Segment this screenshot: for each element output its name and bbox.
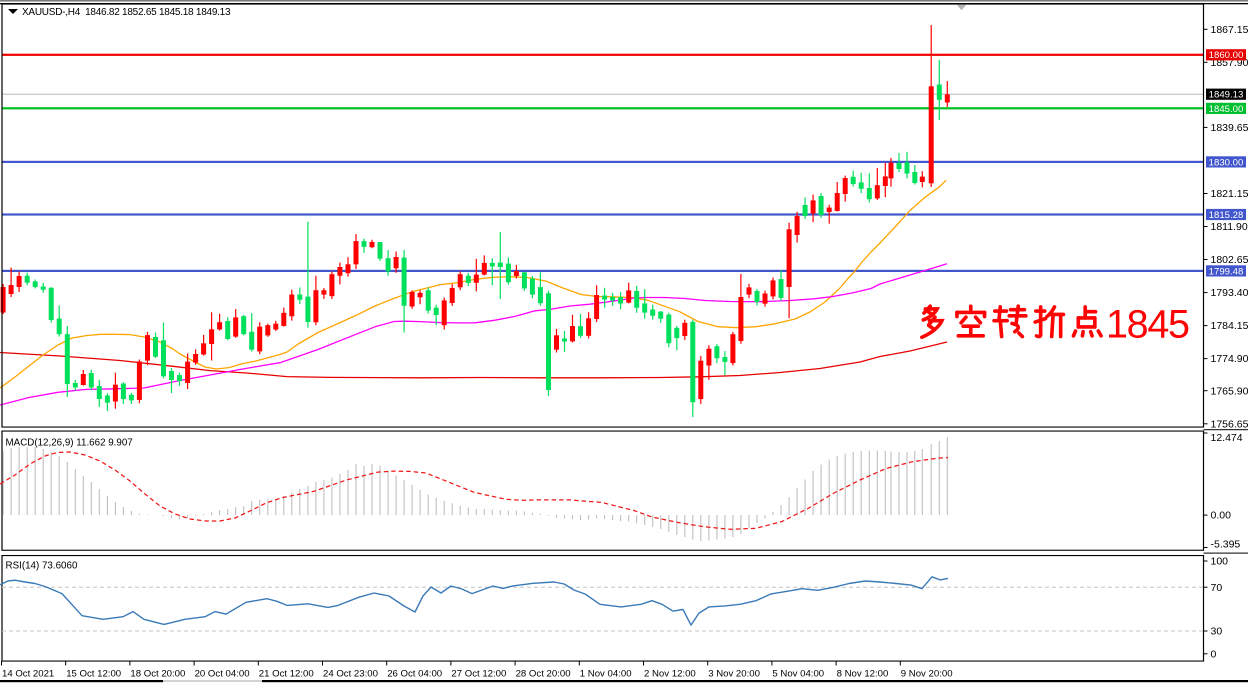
svg-text:RSI(14) 73.6060: RSI(14) 73.6060	[6, 561, 78, 572]
svg-text:1845.00: 1845.00	[1209, 104, 1244, 115]
svg-text:1765.90: 1765.90	[1211, 385, 1248, 397]
svg-text:1756.65: 1756.65	[1211, 418, 1248, 430]
svg-text:27 Oct 12:00: 27 Oct 12:00	[451, 669, 506, 680]
svg-text:1867.15: 1867.15	[1211, 24, 1248, 36]
svg-text:14 Oct 2021: 14 Oct 2021	[2, 669, 54, 680]
svg-text:0.00: 0.00	[1211, 510, 1232, 522]
svg-text:1821.15: 1821.15	[1211, 188, 1248, 200]
svg-text:0: 0	[1211, 648, 1217, 660]
svg-text:100: 100	[1211, 556, 1229, 568]
svg-text:12.474: 12.474	[1211, 432, 1243, 444]
svg-text:1802.65: 1802.65	[1211, 254, 1248, 266]
svg-text:1845: 1845	[1106, 303, 1190, 347]
svg-text:1860.00: 1860.00	[1209, 50, 1244, 61]
svg-text:8 Nov 12:00: 8 Nov 12:00	[837, 669, 889, 680]
svg-text:3 Nov 20:00: 3 Nov 20:00	[708, 669, 760, 680]
svg-text:30: 30	[1211, 626, 1223, 638]
svg-text:20 Oct 04:00: 20 Oct 04:00	[195, 669, 250, 680]
svg-text:1849.13: 1849.13	[1209, 90, 1244, 101]
svg-text:1815.28: 1815.28	[1209, 210, 1244, 221]
svg-text:MACD(12,26,9) 11.662 9.907: MACD(12,26,9) 11.662 9.907	[6, 438, 133, 449]
svg-text:-5.395: -5.395	[1211, 539, 1241, 551]
svg-text:70: 70	[1211, 582, 1223, 594]
svg-text:28 Oct 20:00: 28 Oct 20:00	[516, 669, 571, 680]
svg-text:2 Nov 12:00: 2 Nov 12:00	[644, 669, 696, 680]
svg-text:1774.90: 1774.90	[1211, 353, 1248, 365]
svg-text:1 Nov 04:00: 1 Nov 04:00	[580, 669, 632, 680]
svg-text:1784.15: 1784.15	[1211, 320, 1248, 332]
svg-text:18 Oct 20:00: 18 Oct 20:00	[130, 669, 185, 680]
svg-text:9 Nov 20:00: 9 Nov 20:00	[901, 669, 953, 680]
svg-text:15 Oct 12:00: 15 Oct 12:00	[66, 669, 121, 680]
svg-text:5 Nov 04:00: 5 Nov 04:00	[772, 669, 824, 680]
svg-text:1811.90: 1811.90	[1211, 221, 1248, 233]
svg-text:1839.65: 1839.65	[1211, 122, 1248, 134]
svg-text:21 Oct 12:00: 21 Oct 12:00	[259, 669, 314, 680]
svg-text:26 Oct 04:00: 26 Oct 04:00	[387, 669, 442, 680]
svg-text:1830.00: 1830.00	[1209, 157, 1244, 168]
svg-text:1799.48: 1799.48	[1209, 266, 1244, 277]
svg-text:1793.40: 1793.40	[1211, 287, 1248, 299]
svg-text:XAUUSD-,H4 1846.82 1852.65 18: XAUUSD-,H4 1846.82 1852.65 1845.18 1849.…	[22, 7, 231, 18]
svg-text:24 Oct 23:00: 24 Oct 23:00	[323, 669, 378, 680]
